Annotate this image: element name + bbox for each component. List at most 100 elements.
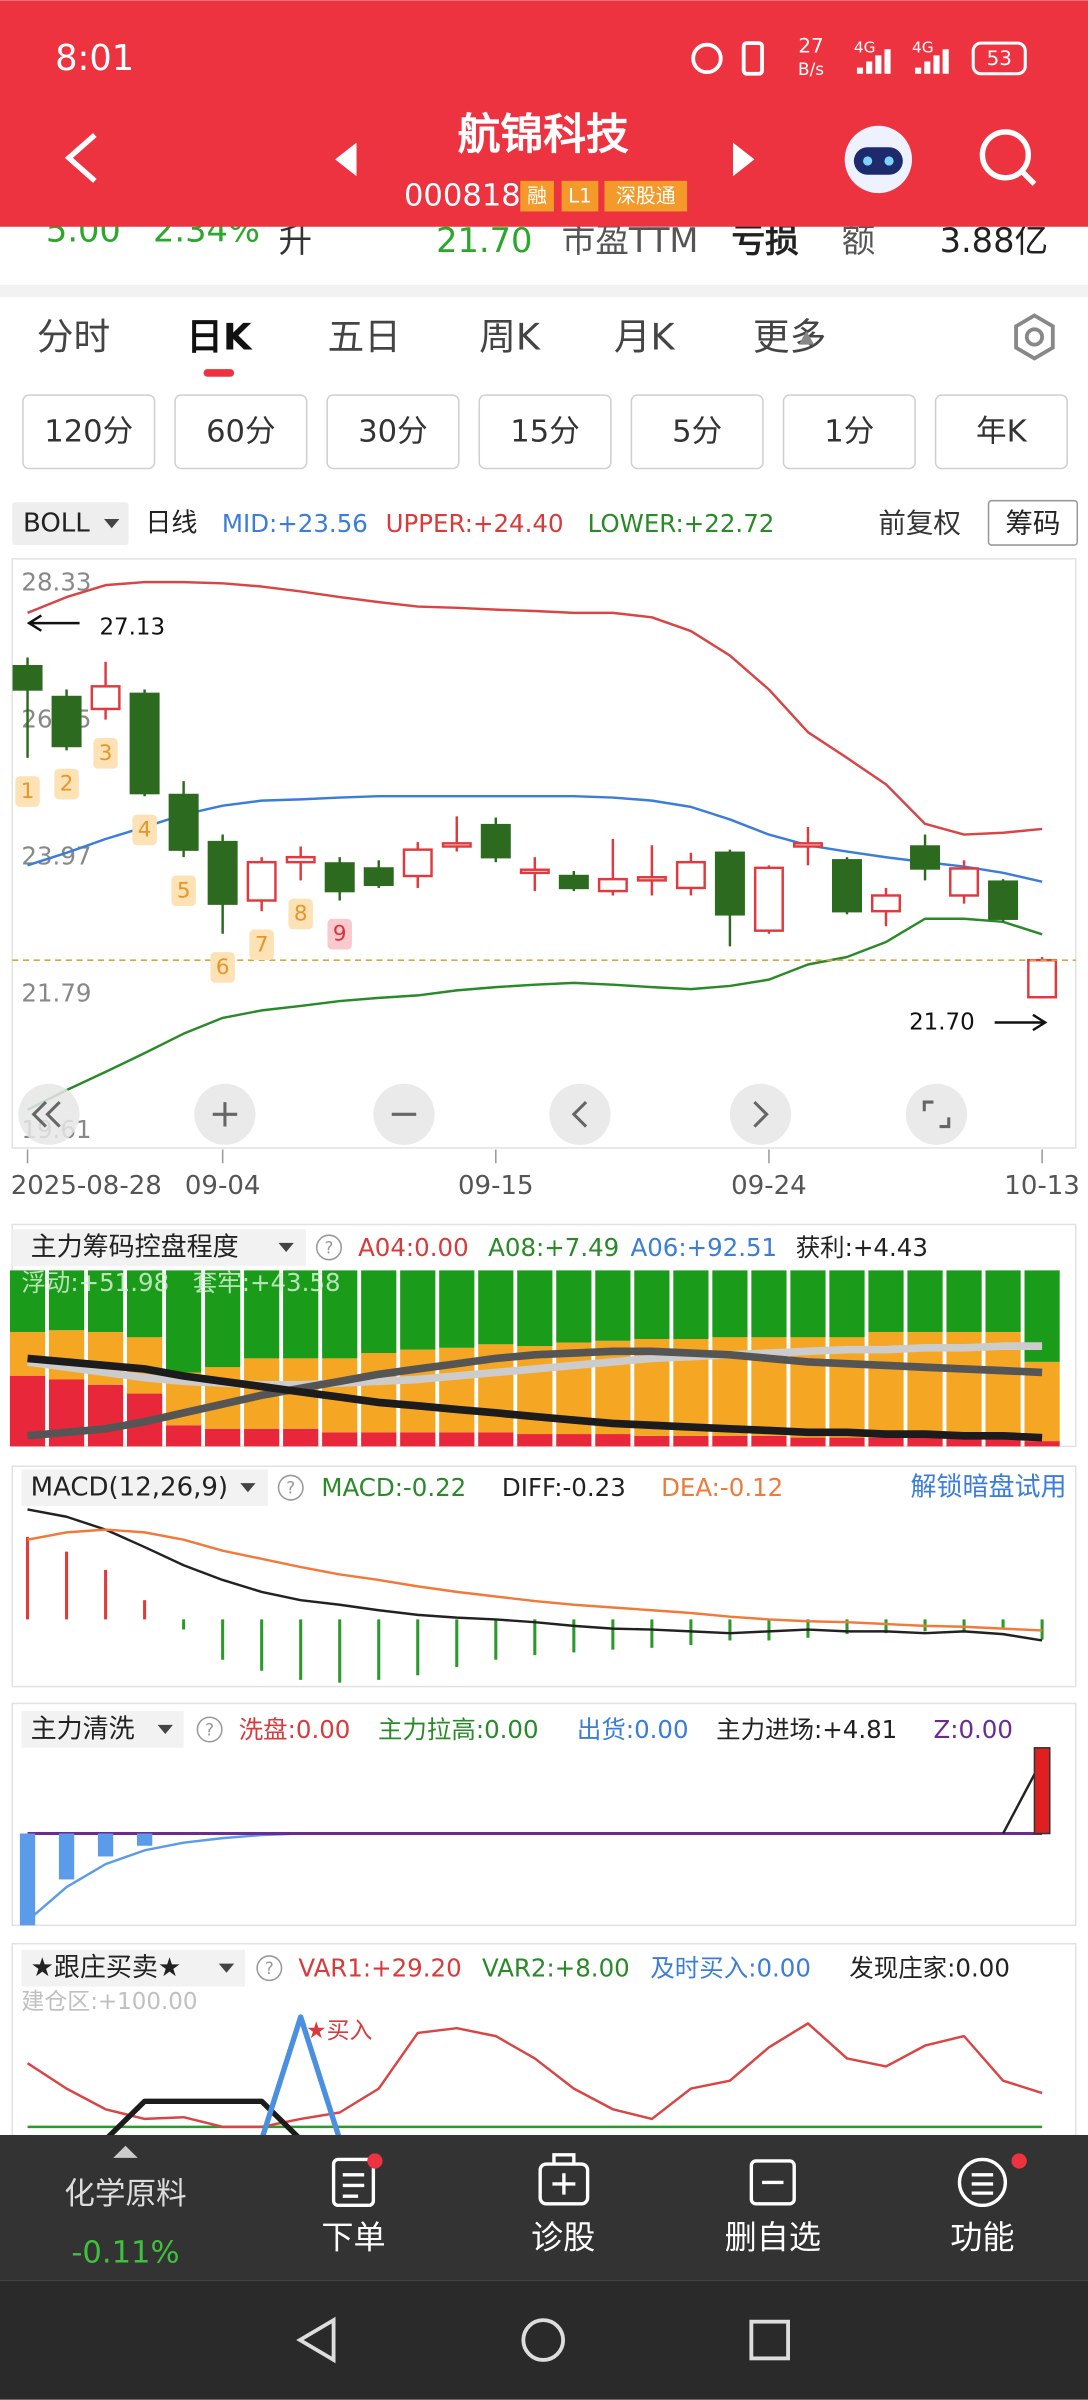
diagnose-icon-lines: [552, 2153, 576, 2195]
signal-icon: [915, 49, 949, 74]
chip-bar-red: [634, 1435, 670, 1447]
chip-trapped: 套牢:+43.58: [193, 1268, 341, 1297]
chip-bar-red: [907, 1437, 943, 1447]
assistant-icon[interactable]: [844, 125, 913, 194]
chip-bar-green: [751, 1270, 787, 1338]
indicator-select[interactable]: [12, 502, 129, 546]
wash-chart: [19, 1747, 1051, 1926]
chip-bar-orange: [400, 1349, 436, 1433]
boll-upper: [27, 580, 1043, 836]
candle-body: [519, 868, 550, 875]
help-icon[interactable]: [315, 1234, 343, 1261]
chip-bar-red: [478, 1432, 514, 1447]
chip-bar-red: [283, 1428, 319, 1447]
help-icon[interactable]: [256, 1955, 283, 1982]
chip-bar-green: [439, 1270, 475, 1348]
wash-bar: [1033, 1747, 1051, 1835]
chip-bar-red: [400, 1432, 436, 1447]
panel-select[interactable]: [12, 1229, 307, 1266]
status-time: 8:01: [55, 38, 134, 79]
control-right[interactable]: [729, 1083, 792, 1145]
nine-turn-label: 3: [99, 741, 113, 766]
help-icon[interactable]: [196, 1716, 223, 1743]
help-mark: ?: [325, 1237, 334, 1257]
system-home[interactable]: [521, 2318, 566, 2362]
buy-annotation: ★买入: [306, 2018, 373, 2044]
chip-bar-red: [87, 1384, 124, 1447]
panel-select[interactable]: [21, 1469, 268, 1507]
high-label: 27.13: [99, 615, 165, 641]
help-icon[interactable]: [277, 1474, 304, 1501]
back-button[interactable]: [64, 132, 97, 183]
tab[interactable]: 分时: [37, 315, 110, 358]
sector-name[interactable]: 化学原料: [64, 2177, 186, 2212]
control-icons: [31, 1100, 951, 1129]
dropdown-arrow: [278, 1242, 294, 1253]
system-buttons: [296, 2316, 790, 2364]
unlock-link[interactable]: 解锁暗盘试用: [911, 1473, 1067, 1503]
period-button[interactable]: [174, 394, 308, 470]
system-recents[interactable]: [749, 2319, 790, 2361]
chip-bar-orange: [595, 1340, 631, 1435]
badge-bg: [520, 180, 554, 212]
quote-item: 额: [842, 221, 876, 260]
chip-a06: A06:+92.51: [630, 1233, 777, 1262]
system-back[interactable]: [296, 2316, 336, 2364]
ship-value: 出货:0.00: [577, 1715, 689, 1744]
net-speed: 27: [798, 35, 823, 58]
badge: 融: [527, 185, 547, 208]
diff-value: DIFF:-0.23: [502, 1473, 626, 1502]
period-button[interactable]: [326, 394, 460, 470]
search-button[interactable]: [979, 129, 1037, 186]
dropdown-arrow: [104, 519, 120, 529]
function-icon-lines: [971, 2173, 994, 2195]
chip-bar-green: [673, 1270, 709, 1340]
chips-button[interactable]: [987, 499, 1079, 546]
net-unit: B/s: [798, 59, 824, 79]
next-stock[interactable]: [732, 142, 755, 177]
tab[interactable]: 五日: [327, 315, 400, 358]
x-tick-label: 09-24: [731, 1171, 807, 1201]
nine-turn-badge: [132, 814, 157, 846]
nav-item[interactable]: 诊股: [531, 2219, 595, 2257]
period-label: 120分: [44, 414, 133, 449]
period-button[interactable]: [478, 394, 612, 470]
chip-a08: A08:+7.49: [488, 1233, 619, 1262]
panel-select[interactable]: [21, 1711, 184, 1748]
tab[interactable]: 月K: [614, 315, 676, 358]
pull-value: 主力拉高:0.00: [378, 1715, 539, 1744]
chip-bar-green: [595, 1270, 631, 1341]
indicator-period: 日线: [145, 509, 197, 539]
tab[interactable]: 日K: [186, 315, 253, 358]
candle-body: [402, 848, 433, 878]
nine-turn-badge: [210, 952, 235, 983]
settings-icon[interactable]: [1014, 313, 1055, 361]
control-fullscreen[interactable]: [905, 1083, 968, 1145]
prev-stock[interactable]: [335, 142, 357, 177]
period-button[interactable]: [934, 394, 1068, 470]
chip-bar-red: [517, 1434, 553, 1447]
chip-bar-green: [517, 1270, 553, 1347]
tab[interactable]: 更多: [753, 315, 826, 358]
chip-bar-red: [361, 1432, 397, 1447]
period-button[interactable]: [630, 394, 764, 470]
more-triangle: [798, 330, 815, 345]
nav-item[interactable]: 删自选: [725, 2219, 821, 2257]
control-left[interactable]: [549, 1083, 611, 1145]
candle-body: [207, 840, 238, 905]
nav-item[interactable]: 功能: [950, 2219, 1014, 2257]
chip-bar-red: [790, 1437, 826, 1447]
period-button[interactable]: [782, 394, 916, 470]
quote-item: 21.70: [436, 221, 532, 260]
tab[interactable]: 周K: [479, 315, 541, 358]
candle-body: [675, 860, 706, 890]
indicator-name: BOLL: [23, 509, 90, 539]
chip-bar-green: [790, 1270, 826, 1338]
chip-bar-orange: [9, 1331, 46, 1376]
last-arrow: [994, 1013, 1048, 1032]
boll-lower: LOWER:+22.72: [588, 509, 775, 538]
nav-item[interactable]: 下单: [321, 2219, 385, 2257]
period-button[interactable]: [22, 394, 156, 470]
panel-select[interactable]: [21, 1949, 245, 1987]
adjust-mode[interactable]: 前复权: [878, 508, 961, 540]
